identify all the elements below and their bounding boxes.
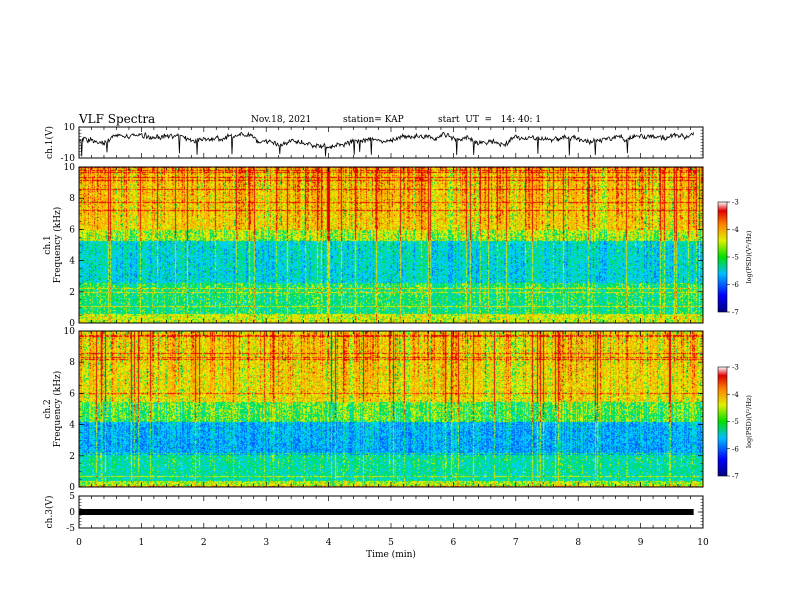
y-tick-label-ch2: 4 [69,257,75,267]
y-axis-label-ch2: ch.1 [43,235,53,254]
colorbar-tick-label-1: -5 [732,254,739,262]
y-tick-label-ch3: 10 [64,327,76,337]
chart-title: VLF Spectra [79,112,156,126]
start-time-label: start UT = 14: 40: 1 [438,115,542,125]
x-tick-label: 7 [513,538,519,548]
y-axis-label-ch3: ch.2 [43,399,53,418]
x-tick-label: 4 [326,538,332,548]
x-tick-label: 5 [388,538,394,548]
colorbar-tick-label-2: -5 [732,418,739,426]
x-tick-label: 8 [575,538,581,548]
y-tick-label-ch4: -5 [66,524,75,534]
y-tick-label-ch1: 10 [64,123,76,133]
date-label: Nov.18, 2021 [251,115,312,125]
x-tick-label: 9 [638,538,644,548]
colorbar-tick-label-2: -4 [732,391,739,399]
colorbar-tick-label-1: -6 [732,281,739,289]
colorbar-1 [717,201,728,313]
y-tick-label-ch2: 10 [64,163,76,173]
colorbar-label-1: log(PSD)(V²/Hz) [745,230,753,283]
y-tick-label-ch4: 5 [69,492,75,502]
y-axis-label-ch4: ch.3(V) [44,496,55,529]
colorbar-tick-label-1: -3 [732,199,739,207]
x-tick-label: 3 [263,538,269,548]
y-tick-label-ch4: 0 [69,508,75,518]
x-tick-label: 2 [201,538,207,548]
station-label: station= KAP [343,115,404,125]
y-tick-label-ch2: 0 [69,319,75,329]
colorbar-tick-label-1: -7 [732,309,739,317]
colorbar-label-2: log(PSD)(V²/Hz) [745,395,753,448]
x-tick-label: 1 [139,538,145,548]
colorbar-tick-label-2: -7 [732,473,739,481]
ch3-waveform-line [79,509,694,515]
y-tick-label-ch3: 6 [69,389,75,399]
colorbar-tick-label-2: -6 [732,445,739,453]
y-axis-label-freq-ch2: Frequency (kHz) [52,207,63,284]
y-tick-label-ch3: 0 [69,483,75,493]
y-tick-label-ch2: 2 [69,288,75,298]
y-tick-label-ch2: 8 [69,194,75,204]
ch1-spectrogram-image [79,167,703,323]
ch2-spectrogram-image [79,331,703,487]
y-tick-label-ch1: -10 [61,154,76,164]
y-axis-label-freq-ch3: Frequency (kHz) [52,371,63,448]
x-tick-label: 6 [451,538,457,548]
colorbar-2 [717,366,728,477]
y-tick-label-ch3: 2 [69,452,75,462]
colorbar-tick-label-1: -4 [732,226,739,234]
ch1-waveform-line [78,131,694,157]
x-tick-label: 10 [697,538,709,548]
y-tick-label-ch3: 8 [69,358,75,368]
x-tick-label: 0 [76,538,82,548]
x-axis-label: Time (min) [366,549,416,560]
colorbar-tick-label-2: -3 [732,364,739,372]
y-tick-label-ch3: 4 [69,421,75,431]
y-tick-label-ch2: 6 [69,225,75,235]
y-axis-label-ch1: ch.1(V) [44,126,55,159]
